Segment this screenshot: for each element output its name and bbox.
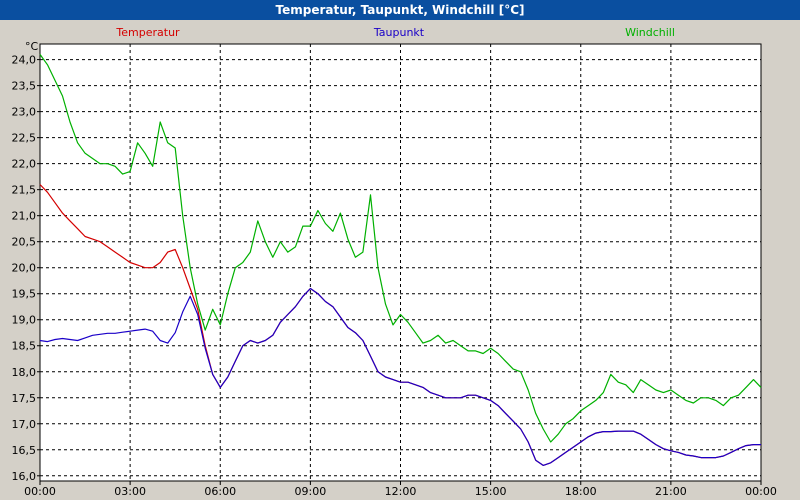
y-axis: °C 24,0 23,5 23,0 22,5 22,0 21,5 21,0 20,5 20,0 1…: [12, 40, 40, 483]
y-tick-label: 18,5: [12, 340, 37, 353]
y-tick-label: 20,5: [12, 236, 37, 249]
y-tick-label: 22,5: [12, 132, 37, 145]
y-tick-label: 22,0: [12, 158, 37, 171]
series: [39, 54, 762, 466]
x-tick-time: 12:00: [385, 485, 417, 498]
y-tick-label: 23,5: [12, 80, 37, 93]
x-tick-time: 00:00: [745, 485, 777, 498]
y-tick-label: 18,0: [12, 366, 37, 379]
x-tick-time: 03:00: [114, 485, 146, 498]
x-tick-time: 09:00: [295, 485, 327, 498]
y-tick-label: 17,5: [12, 392, 37, 405]
chart: °C 24,0 23,5 23,0 22,5 22,0 21,5 21,0 20,5 20,0 1…: [12, 26, 777, 498]
grid: [40, 44, 761, 481]
x-tick-time: 00:00: [24, 485, 56, 498]
x-tick-time: 18:00: [565, 485, 597, 498]
y-tick-label: 19,0: [12, 314, 37, 327]
series-line-taupunkt: [39, 287, 761, 466]
legend-temperatur: Temperatur: [115, 26, 180, 39]
window-title: Temperatur, Taupunkt, Windchill [°C]: [0, 0, 800, 20]
x-tick-time: 21:00: [655, 485, 687, 498]
y-tick-label: 16,5: [12, 444, 37, 457]
series-line-windchill: [39, 54, 762, 443]
y-tick-label: 21,5: [12, 184, 37, 197]
y-tick-label: 20,0: [12, 262, 37, 275]
legend: Temperatur Taupunkt Windchill: [115, 26, 675, 39]
legend-taupunkt: Taupunkt: [373, 26, 425, 39]
y-tick-label: 17,0: [12, 418, 37, 431]
y-unit-label: °C: [25, 40, 39, 53]
y-tick-label: 24,0: [12, 54, 37, 67]
legend-windchill: Windchill: [625, 26, 675, 39]
y-tick-label: 23,0: [12, 106, 37, 119]
x-axis: 00:0001.06.1803:0001.06.1806:0001.06.180…: [24, 481, 777, 498]
y-tick-label: 16,0: [12, 470, 37, 483]
x-tick-time: 06:00: [204, 485, 236, 498]
y-tick-label: 19,5: [12, 288, 37, 301]
x-tick-time: 15:00: [475, 485, 507, 498]
y-tick-label: 21,0: [12, 210, 37, 223]
